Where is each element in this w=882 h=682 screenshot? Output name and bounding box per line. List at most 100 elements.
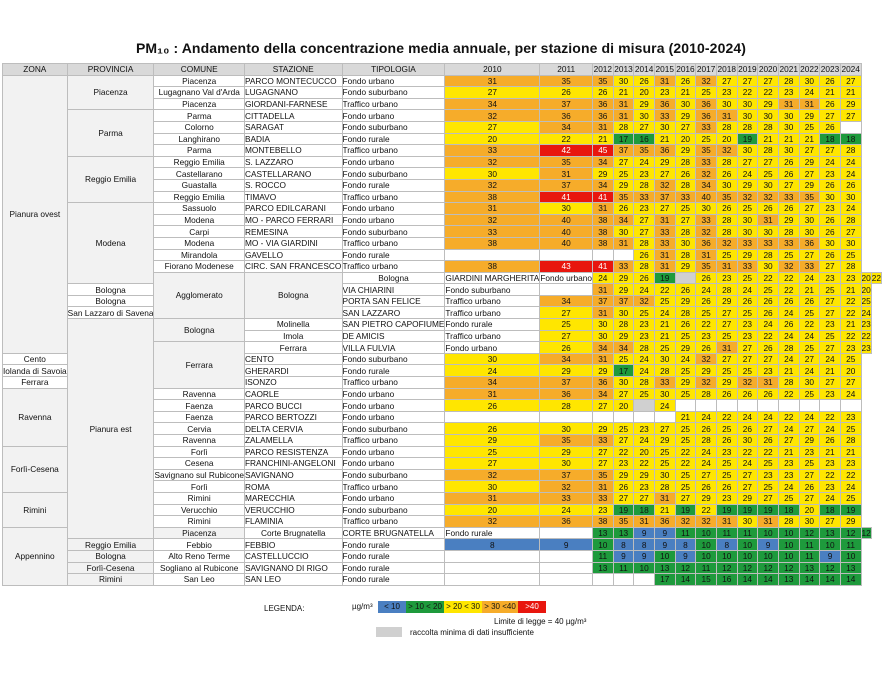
value-cell: 26 xyxy=(695,422,717,435)
stazione-cell: ISONZO xyxy=(243,376,343,389)
zone-cell: Pianura ovest xyxy=(2,74,68,354)
value-cell: 26 xyxy=(444,399,541,412)
value-cell: 33 xyxy=(653,225,676,238)
value-cell: 28 xyxy=(674,225,697,238)
value-cell: 27 xyxy=(757,491,779,505)
tipologia-cell: Fondo suburbano xyxy=(341,120,446,134)
value-cell: 30 xyxy=(653,352,676,366)
value-cell: 25 xyxy=(757,457,779,470)
value-cell: 30 xyxy=(633,109,655,122)
comune-cell: Carpi xyxy=(153,225,245,238)
value-cell: 22 xyxy=(839,468,862,482)
value-cell: 28 xyxy=(539,399,593,412)
value-cell: 22 xyxy=(715,410,738,424)
value-cell: 30 xyxy=(798,376,821,389)
value-cell: 9 xyxy=(633,549,655,563)
value-cell: 22 xyxy=(839,294,862,308)
value-cell: 31 xyxy=(757,213,779,227)
value-cell: 32 xyxy=(695,352,717,366)
value-cell: 34 xyxy=(612,341,635,354)
value-cell: 13 xyxy=(839,561,862,575)
value-cell: 17 xyxy=(653,573,676,586)
col-header-year: 2014 xyxy=(633,63,655,76)
table-row: Bologna VIA CHIARINI Fondo suburbano 31 29 24… xyxy=(3,283,882,296)
value-cell: 10 xyxy=(633,561,655,575)
tipologia-cell: Fondo rurale xyxy=(444,526,541,540)
value-cell: 27 xyxy=(653,167,676,180)
value-cell: 30 xyxy=(736,109,759,122)
value-cell: 25 xyxy=(798,120,821,134)
value-cell: 27 xyxy=(444,120,541,134)
value-cell: 15 xyxy=(695,573,717,586)
value-cell: 29 xyxy=(444,434,541,447)
value-cell: 27 xyxy=(819,341,841,354)
tipologia-cell: Traffico urbano xyxy=(341,236,446,250)
col-header-year: 2013 xyxy=(612,63,635,76)
value-cell: 9 xyxy=(612,549,635,563)
value-cell: 25 xyxy=(674,434,697,447)
value-cell: 32 xyxy=(736,190,759,204)
value-cell: 27 xyxy=(715,74,738,88)
value-cell: 12 xyxy=(798,526,821,540)
value-cell: 21 xyxy=(839,318,862,331)
value-cell: 33 xyxy=(695,120,717,134)
value-cell: 22 xyxy=(839,329,862,343)
provincia-cell: Reggio Emilia xyxy=(66,155,155,204)
value-cell: 27 xyxy=(736,480,759,493)
value-cell: 34 xyxy=(591,178,614,192)
value-cell: 19 xyxy=(674,503,697,517)
value-cell: 27 xyxy=(736,341,759,354)
value-cell xyxy=(612,573,635,586)
value-cell: 23 xyxy=(819,480,841,493)
value-cell: 26 xyxy=(695,480,717,493)
value-cell: 33 xyxy=(695,213,717,227)
header-row: ZONA PROVINCIA COMUNE STAZIONE TIPOLOGIA… xyxy=(2,63,882,76)
value-cell: 33 xyxy=(695,155,717,169)
stazione-cell: PARCO BERTOZZI xyxy=(243,410,343,424)
value-cell: 25 xyxy=(612,352,635,366)
value-cell: 25 xyxy=(839,248,862,262)
value-cell: 36 xyxy=(539,387,593,401)
value-cell: 9 xyxy=(633,526,655,540)
value-cell xyxy=(798,399,821,412)
value-cell: 25 xyxy=(674,202,697,215)
value-cell: 29 xyxy=(539,445,593,459)
comune-cell: Cesena xyxy=(153,457,245,470)
value-cell xyxy=(444,410,541,424)
value-cell: 29 xyxy=(591,364,614,378)
value-cell: 26 xyxy=(695,341,717,354)
value-cell: 27 xyxy=(591,445,614,459)
value-cell: 27 xyxy=(757,155,779,169)
value-cell: 34 xyxy=(539,352,593,366)
tipologia-cell: Fondo urbano xyxy=(341,109,446,122)
value-cell: 13 xyxy=(591,526,614,540)
value-cell: 32 xyxy=(539,480,593,493)
value-cell: 24 xyxy=(798,329,821,343)
value-cell: 11 xyxy=(695,561,717,575)
value-cell: 40 xyxy=(539,213,593,227)
value-cell: 37 xyxy=(539,97,593,111)
value-cell: 24 xyxy=(798,271,821,285)
table-row: Faenza PARCO BUCCI Fondo urbano 26 28 27 20 24 xyxy=(3,399,882,412)
value-cell: 31 xyxy=(444,202,541,215)
value-cell: 28 xyxy=(653,364,676,378)
value-cell: 23 xyxy=(819,318,841,331)
value-cell: 24 xyxy=(777,422,800,435)
value-cell: 26 xyxy=(819,434,841,447)
value-cell: 25 xyxy=(798,387,821,401)
value-cell: 24 xyxy=(736,283,759,296)
value-cell: 24 xyxy=(839,480,862,493)
col-header-year: 2022 xyxy=(798,63,821,76)
tipologia-cell: Fondo rurale xyxy=(341,538,446,551)
value-cell: 36 xyxy=(539,515,593,528)
value-cell: 10 xyxy=(777,538,800,551)
comune-cell: Rimini xyxy=(153,491,245,505)
value-cell: 28 xyxy=(777,225,800,238)
value-cell: 12 xyxy=(674,561,697,575)
tipologia-cell: Fondo urbano xyxy=(341,457,446,470)
comune-cell: Ferrara xyxy=(243,341,343,354)
value-cell: 25 xyxy=(633,306,655,320)
value-cell: 10 xyxy=(591,538,614,551)
value-cell: 35 xyxy=(715,190,738,204)
value-cell: 24 xyxy=(653,399,676,412)
